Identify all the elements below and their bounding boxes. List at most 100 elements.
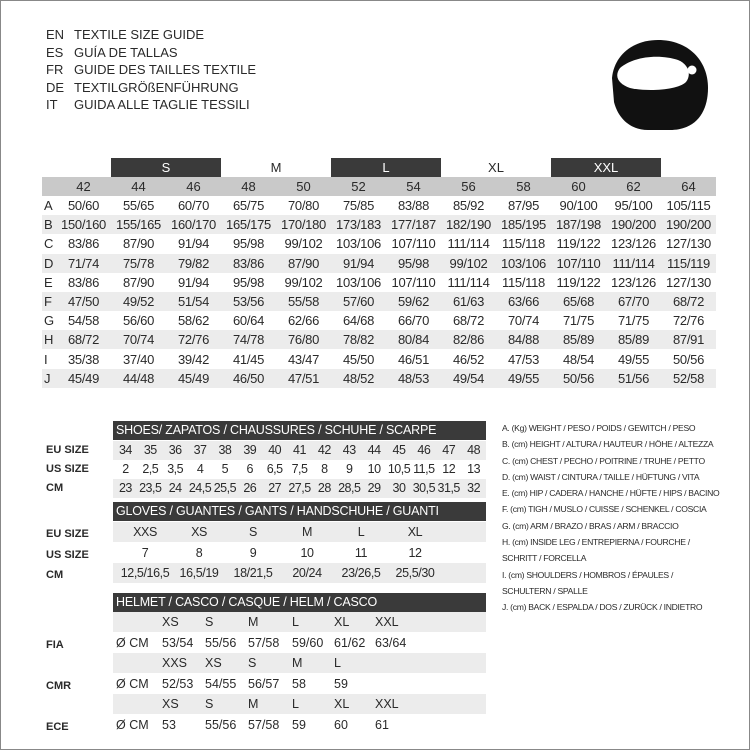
table-cell: 85/89 (617, 332, 650, 348)
table-cell: XXS (133, 525, 157, 539)
row-key: J (44, 370, 51, 386)
table-cell: 60/64 (232, 313, 265, 329)
table-cell: 55/65 (122, 198, 155, 213)
table-cell: 57/60 (342, 294, 375, 309)
table-cell: 83/86 (232, 255, 265, 271)
table-cell: 58 (292, 676, 306, 691)
table-cell: 47 (442, 443, 456, 457)
table-cell: 71/75 (562, 313, 595, 329)
row-label: EU SIZE (46, 528, 89, 540)
table-cell: 56/60 (122, 313, 155, 329)
row-label: US SIZE (46, 463, 89, 475)
table-cell: 59/60 (292, 635, 324, 650)
size-label: XS (162, 615, 179, 629)
table-cell: 8 (195, 545, 203, 560)
table-cell: 49/55 (507, 370, 540, 386)
table-cell: 72/76 (672, 313, 705, 329)
table-cell: 155/165 (116, 217, 161, 233)
size-label: L (292, 615, 299, 629)
table-cell: S (249, 525, 257, 539)
table-cell: 173/183 (336, 217, 381, 233)
table-cell: 45/50 (342, 351, 375, 367)
table-cell: 90/100 (559, 198, 598, 213)
title-line: FR GUIDE DES TAILLES TEXTILE (46, 61, 256, 79)
table-cell: 47/50 (67, 294, 100, 309)
table-cell: 45 (392, 443, 406, 457)
table-cell: 107/110 (391, 236, 436, 252)
table-cell: 25,5 (213, 481, 237, 495)
table-cell: 84/88 (507, 332, 540, 348)
size-header: 56 (461, 179, 476, 194)
size-label: L (292, 697, 299, 711)
table-cell: 177/187 (391, 217, 436, 233)
table-cell: 46 (417, 443, 431, 457)
table-cell: 111/114 (447, 274, 490, 290)
table-cell: 41/45 (232, 351, 265, 367)
table-cell: 119/122 (556, 236, 601, 252)
table-cell: 49/52 (122, 294, 155, 309)
legend-item: H. (cm) INSIDE LEG / ENTREPIERNA / FOURC… (502, 537, 690, 548)
table-cell: 51/56 (617, 370, 650, 386)
table-cell: 95/98 (232, 236, 265, 252)
table-cell: 46/52 (452, 351, 485, 367)
row-key: E (44, 274, 53, 290)
table-cell: 62/66 (287, 313, 320, 329)
table-cell: 8 (321, 462, 328, 476)
table-cell: 27 (268, 481, 282, 495)
row-background (42, 368, 716, 388)
table-cell: 52/53 (162, 676, 194, 691)
table-cell: 127/130 (666, 236, 711, 252)
table-cell: 45/49 (177, 370, 210, 386)
title-text: GUIDE DES TAILLES TEXTILE (74, 62, 257, 77)
table-cell: 63/64 (375, 635, 407, 650)
table-cell: 10,5 (387, 462, 411, 476)
row-label: ECE (46, 720, 69, 733)
table-cell: 10 (367, 462, 381, 476)
table-cell: 83/86 (67, 236, 100, 252)
legend-item: J. (cm) BACK / ESPALDA / DOS / ZURÜCK / … (502, 602, 703, 613)
table-cell: XL (407, 525, 423, 539)
table-cell: 45/49 (67, 370, 100, 386)
size-header: 58 (516, 179, 531, 194)
table-cell: 48 (467, 443, 481, 457)
row-background (42, 215, 716, 235)
unit-label: Ø CM (116, 717, 149, 732)
row-background (42, 292, 716, 311)
table-cell: 41 (293, 443, 306, 457)
row-key: C (44, 236, 54, 252)
table-cell: 160/170 (171, 217, 216, 233)
table-cell: 25,5/30 (395, 566, 435, 580)
table-cell: 23,5 (139, 481, 162, 495)
table-cell: 48/52 (342, 370, 375, 386)
table-cell: 105/115 (666, 198, 711, 213)
size-label: M (248, 615, 259, 629)
row-background (113, 563, 486, 583)
table-cell: 30,5 (412, 481, 436, 495)
table-cell: 82/86 (452, 332, 485, 348)
table-cell: 7,5 (291, 462, 308, 476)
table-cell: 83/88 (397, 198, 430, 213)
table-cell: 74/78 (232, 332, 265, 348)
table-cell: 9 (249, 545, 257, 560)
table-cell: 95/98 (232, 274, 265, 290)
table-cell: 127/130 (666, 274, 711, 290)
table-cell: 75/85 (342, 198, 375, 213)
language-code: IT (46, 97, 58, 112)
title-text: GUIDA ALLE TAGLIE TESSILI (74, 97, 250, 112)
size-label: XL (334, 697, 350, 711)
table-cell: 60/70 (177, 198, 210, 213)
table-cell: 91/94 (177, 274, 210, 290)
table-cell: 6,5 (266, 462, 283, 476)
row-background (113, 522, 486, 542)
table-cell: 35/38 (67, 351, 100, 367)
language-code: EN (46, 27, 65, 42)
table-cell: 76/80 (287, 332, 320, 348)
table-cell: 3,5 (167, 462, 184, 476)
row-key: F (44, 294, 52, 309)
table-cell: 27,5 (288, 481, 311, 495)
size-band-l: L (331, 158, 441, 177)
table-cell: 61 (375, 717, 389, 732)
size-label: XXS (162, 656, 188, 670)
size-header: 48 (241, 179, 256, 194)
table-cell: 55/58 (287, 294, 320, 309)
